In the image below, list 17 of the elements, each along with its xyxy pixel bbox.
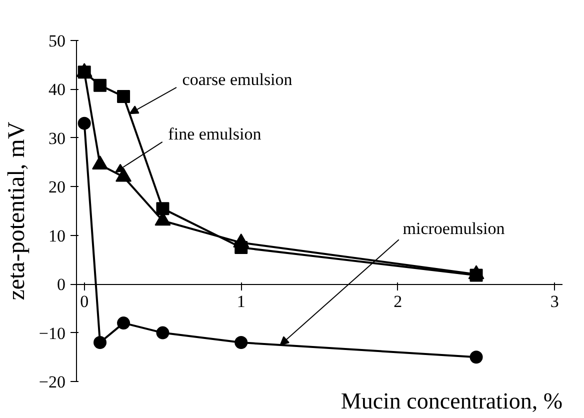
x-tick-label: 2 xyxy=(394,292,402,312)
y-tick-label: 0 xyxy=(57,275,66,294)
y-tick-label: 30 xyxy=(48,128,66,148)
annotation: microemulsion xyxy=(402,219,506,238)
x-tick-label: 3 xyxy=(550,292,559,312)
x-tick-label: 1 xyxy=(236,292,246,312)
y-tick-label: 20 xyxy=(48,178,66,197)
annotation: coarse emulsion xyxy=(182,70,293,89)
x-tick-label: 0 xyxy=(80,292,89,312)
x-axis-title: Mucin concentration, % xyxy=(340,388,563,414)
y-tick-label: −10 xyxy=(38,324,66,343)
y-axis-title: zeta-potential, mV xyxy=(4,121,30,300)
annotation: fine emulsion xyxy=(168,124,262,144)
y-tick-label: 50 xyxy=(48,32,66,50)
y-tick-label: 40 xyxy=(48,80,66,100)
y-tick-label: −20 xyxy=(38,372,66,392)
y-tick-label: 10 xyxy=(48,226,66,246)
